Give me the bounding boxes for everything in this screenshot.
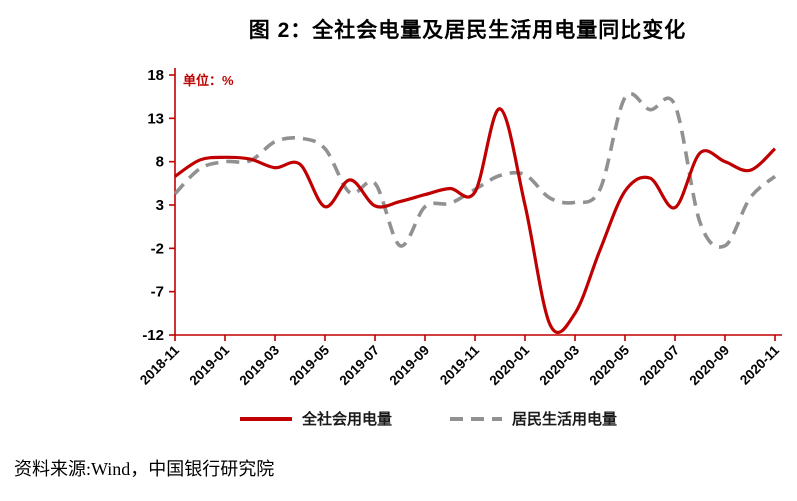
- legend-item-residential-consumption: 居民生活用电量: [450, 408, 617, 429]
- svg-text:2019-01: 2019-01: [186, 342, 232, 388]
- svg-text:-2: -2: [151, 240, 164, 257]
- legend-label-total-consumption: 全社会用电量: [301, 411, 392, 428]
- svg-text:2018-11: 2018-11: [137, 342, 182, 387]
- svg-text:2019-11: 2019-11: [437, 342, 482, 387]
- svg-text:2019-07: 2019-07: [336, 343, 382, 389]
- unit-label: 单位：%: [183, 73, 234, 88]
- svg-text:3: 3: [156, 197, 164, 214]
- legend: 全社会用电量 居民生活用电量: [0, 408, 797, 429]
- svg-text:2019-05: 2019-05: [286, 342, 332, 388]
- chart-title: 图 2：全社会电量及居民生活用电量同比变化: [248, 19, 687, 42]
- source-note: 资料来源:Wind，中国银行研究院: [14, 459, 275, 479]
- svg-text:2020-01: 2020-01: [486, 342, 532, 388]
- svg-text:2020-11: 2020-11: [737, 342, 782, 387]
- svg-text:2019-03: 2019-03: [236, 342, 282, 388]
- gray-dashed-line-swatch: [450, 416, 502, 421]
- svg-text:18: 18: [147, 67, 164, 84]
- svg-text:8: 8: [156, 154, 164, 171]
- legend-label-residential-consumption: 居民生活用电量: [512, 411, 618, 428]
- red-solid-line-swatch: [239, 416, 292, 421]
- svg-text:-12: -12: [142, 327, 164, 344]
- svg-text:2020-07: 2020-07: [636, 343, 682, 389]
- svg-text:2019-09: 2019-09: [386, 343, 432, 389]
- svg-text:2020-05: 2020-05: [586, 342, 632, 388]
- svg-text:13: 13: [147, 110, 164, 127]
- svg-text:2020-03: 2020-03: [536, 342, 582, 388]
- legend-item-total-consumption: 全社会用电量: [239, 408, 392, 429]
- svg-text:2020-09: 2020-09: [686, 343, 732, 389]
- svg-text:-7: -7: [151, 284, 164, 301]
